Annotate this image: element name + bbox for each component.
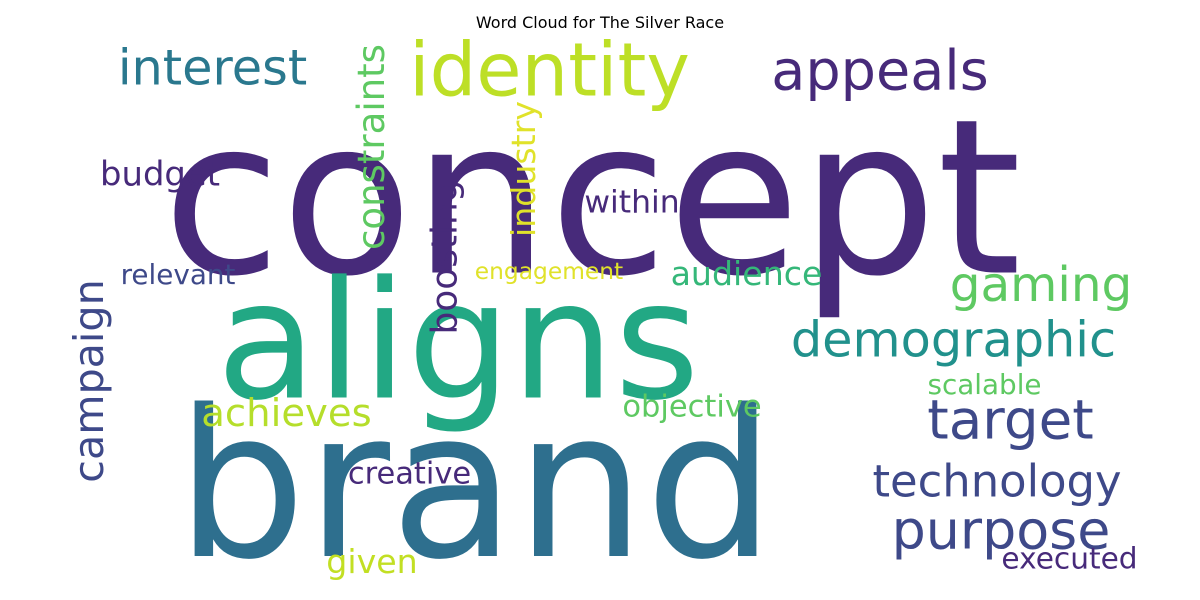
- word-achieves: achieves: [201, 391, 371, 436]
- word-campaign: campaign: [65, 279, 113, 482]
- word-brand: brand: [176, 367, 775, 600]
- word-executed: executed: [1001, 542, 1137, 576]
- chart-title: Word Cloud for The Silver Race: [476, 13, 724, 32]
- word-demographic: demographic: [791, 311, 1116, 369]
- word-industry: industry: [504, 101, 543, 237]
- word-aligns: aligns: [216, 246, 699, 437]
- word-scalable: scalable: [927, 368, 1041, 401]
- word-boosting: boosting: [425, 180, 466, 335]
- word-creative: creative: [348, 457, 471, 492]
- word-appeals: appeals: [771, 39, 988, 104]
- word-constraints: constraints: [350, 44, 393, 250]
- word-budget: budget: [100, 155, 220, 194]
- word-relevant: relevant: [121, 258, 236, 291]
- word-purpose: purpose: [892, 499, 1111, 562]
- word-objective: objective: [622, 390, 761, 425]
- word-technology: technology: [872, 455, 1121, 508]
- word-within: within: [584, 185, 679, 221]
- word-given: given: [326, 542, 417, 581]
- word-concept: concept: [163, 73, 1022, 324]
- word-audience: audience: [671, 254, 823, 293]
- word-interest: interest: [118, 39, 307, 97]
- word-engagement: engagement: [475, 257, 623, 285]
- word-gaming: gaming: [950, 257, 1133, 313]
- word-identity: identity: [409, 29, 690, 114]
- word-target: target: [927, 388, 1093, 452]
